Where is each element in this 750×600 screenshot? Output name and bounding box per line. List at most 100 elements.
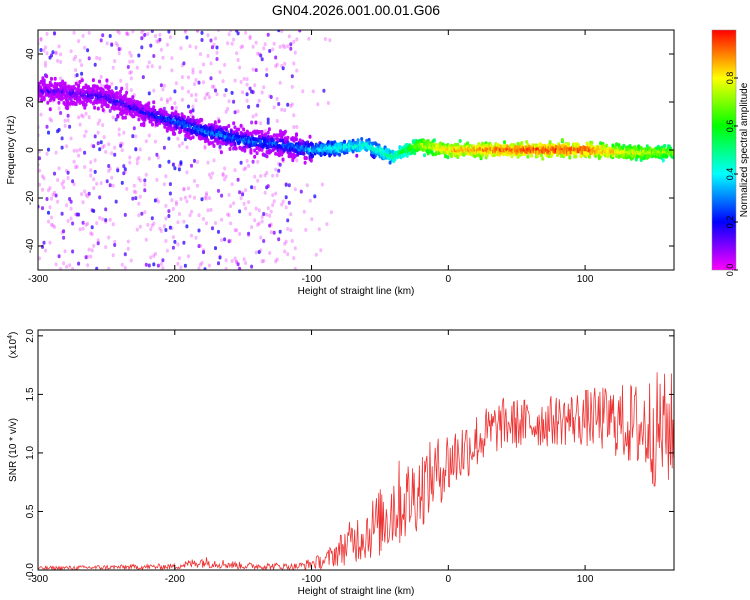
spectrogram-cell	[78, 58, 82, 63]
spectrogram-cell	[206, 91, 210, 96]
spectrogram-cell	[81, 33, 85, 38]
spectrogram-cell	[89, 99, 93, 104]
spectrogram-cell	[239, 80, 243, 84]
spectrogram-cell	[227, 32, 231, 37]
spectrogram-cell	[51, 192, 55, 197]
spectrogram-cell	[152, 221, 156, 226]
spectrogram-cell	[326, 101, 330, 105]
spectrogram-cell	[165, 98, 169, 102]
spectrogram-cell	[233, 141, 237, 146]
spectrogram-cell	[61, 96, 65, 101]
spectrogram-cell	[123, 252, 127, 257]
spectrogram-cell	[187, 104, 190, 109]
spectrogram-cell	[278, 44, 282, 49]
spectrogram-cell	[276, 137, 280, 142]
spectrogram-cell	[78, 122, 82, 127]
spectrogram-cell	[167, 209, 171, 214]
spectrogram-cell	[232, 99, 236, 104]
spectrogram-cell	[233, 256, 237, 261]
spectrogram-cell	[75, 73, 79, 78]
spectrogram-cell	[265, 170, 269, 175]
spectrogram-cell	[104, 207, 108, 212]
spectrogram-cell	[281, 199, 285, 204]
spectrogram-cell	[271, 203, 275, 207]
spectrogram-cell	[116, 91, 120, 96]
spectrogram-cell	[138, 224, 142, 229]
spectrogram-cell	[69, 136, 73, 141]
spectrogram-cell	[274, 64, 278, 69]
spectrogram-cell	[143, 188, 147, 193]
spectrogram-cell	[242, 76, 246, 81]
spectrogram-cell	[287, 183, 291, 188]
x-tick-label: -200	[165, 574, 185, 585]
spectrogram-cell	[158, 37, 162, 42]
spectrogram-cell	[259, 121, 263, 126]
spectrogram-cell	[95, 100, 99, 105]
spectrogram-cell	[62, 261, 66, 266]
spectrogram-cell	[167, 159, 171, 164]
spectrogram-cell	[72, 182, 76, 187]
spectrogram-cell	[308, 198, 312, 203]
spectrogram-cell	[59, 60, 63, 64]
spectrogram-cell	[146, 32, 150, 37]
spectrogram-cell	[193, 179, 196, 183]
spectrogram-cell	[95, 266, 99, 270]
spectrogram-cell	[152, 253, 156, 258]
spectrogram-cell	[113, 152, 117, 157]
spectrogram-cell	[68, 124, 72, 129]
spectrogram-cell	[162, 224, 166, 229]
spectrogram-cell	[256, 178, 260, 183]
spectrogram-cell	[242, 201, 246, 206]
spectrogram-cell	[135, 227, 139, 232]
spectrogram-cell	[86, 48, 90, 53]
spectrogram-cell	[173, 89, 177, 94]
spectrogram-cell	[193, 195, 196, 200]
spectrogram-cell	[69, 199, 73, 204]
spectrogram-cell	[84, 222, 88, 227]
y-tick-label: 0.0	[25, 563, 36, 577]
spectrogram-cell	[174, 81, 178, 86]
spectrogram-cell	[197, 80, 201, 85]
spectrogram-cell	[215, 57, 219, 61]
spectrogram-cell	[266, 117, 270, 122]
spectrogram-cell	[143, 32, 147, 37]
spectrogram-cell	[153, 198, 157, 203]
spectrogram-cell	[299, 189, 303, 194]
spectrogram-cell	[224, 109, 228, 114]
spectrogram-cell	[259, 139, 263, 144]
spectrogram-cell	[301, 89, 305, 94]
spectrogram-cell	[50, 222, 53, 227]
spectrogram-cell	[271, 193, 275, 198]
spectrogram-cell	[218, 147, 222, 152]
spectrogram-cell	[269, 222, 273, 227]
spectrogram-cell	[137, 176, 141, 181]
snr-panel: -300 -200 -100 0 100 0.0 0.5 1.0 1.5 2.0 Height …	[7, 328, 675, 597]
spectrogram-cell	[38, 81, 41, 86]
spectrogram-cell	[253, 185, 257, 190]
spectrogram-cell	[48, 205, 52, 210]
spectrogram-cell	[183, 115, 186, 119]
spectrogram-cell	[275, 119, 279, 123]
spectrogram-cell	[275, 133, 279, 138]
spectrogram-cell	[45, 51, 49, 56]
spectrogram-cell	[63, 81, 67, 86]
spectrogram-cell	[255, 146, 259, 151]
spectrogram-cell	[189, 109, 193, 114]
spectrogram-cell	[98, 79, 101, 84]
spectrogram-cell	[185, 224, 189, 229]
spectrogram-cell	[95, 55, 99, 60]
spectrogram-cell	[283, 45, 287, 50]
spectrogram-cell	[241, 90, 245, 95]
spectrogram-cell	[196, 30, 199, 33]
spectrogram-cell	[53, 31, 56, 36]
spectrogram-cell	[258, 147, 262, 152]
spectrogram-cell	[60, 136, 64, 141]
spectrogram-cell	[636, 154, 639, 159]
spectrogram-cell	[164, 239, 168, 243]
spectrogram-cell	[53, 76, 57, 81]
spectrogram-cell	[295, 132, 298, 137]
spectrogram-cell	[38, 168, 41, 173]
spectrogram-cell	[295, 125, 299, 129]
spectrogram-cell	[241, 44, 245, 49]
spectrogram-cell	[68, 263, 72, 268]
